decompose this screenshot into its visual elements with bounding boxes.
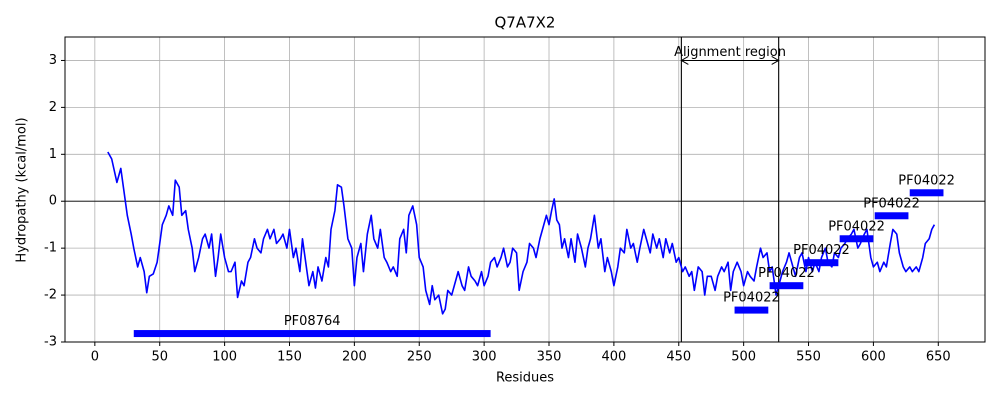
y-tick-label: -1 bbox=[44, 241, 57, 256]
x-tick-label: 50 bbox=[151, 350, 168, 365]
x-tick-label: 600 bbox=[861, 350, 886, 365]
y-tick-label: 1 bbox=[49, 147, 57, 162]
hydropathy-line bbox=[107, 151, 936, 315]
domain-label: PF04022 bbox=[723, 291, 780, 306]
domain-bar bbox=[769, 282, 804, 290]
y-axis-label: Hydropathy (kcal/mol) bbox=[15, 117, 30, 262]
domain-label: PF04022 bbox=[793, 243, 850, 258]
domain-bar bbox=[133, 330, 491, 338]
x-tick-label: 250 bbox=[407, 350, 432, 365]
domain-label: PF04022 bbox=[758, 266, 815, 281]
domain-bar bbox=[839, 235, 874, 243]
x-tick-label: 500 bbox=[731, 350, 756, 365]
y-tick-label: 0 bbox=[49, 194, 57, 209]
domain-label: PF04022 bbox=[828, 219, 885, 234]
domain-bar bbox=[804, 259, 839, 267]
x-tick-label: 350 bbox=[537, 350, 562, 365]
annotation-text: Alignment region bbox=[674, 45, 786, 60]
x-tick-label: 400 bbox=[601, 350, 626, 365]
y-tick-label: 3 bbox=[49, 53, 57, 68]
plot-frame bbox=[64, 36, 986, 343]
domain-label: PF04022 bbox=[898, 173, 955, 188]
x-tick-label: 150 bbox=[277, 350, 302, 365]
arrow-head bbox=[680, 56, 689, 65]
domain-label: PF04022 bbox=[863, 196, 920, 211]
x-tick-label: 300 bbox=[472, 350, 497, 365]
y-tick-label: -2 bbox=[44, 288, 57, 303]
domain-bar bbox=[909, 189, 944, 197]
domain-bar bbox=[734, 306, 769, 314]
chart-title: Q7A7X2 bbox=[495, 14, 556, 32]
y-tick-label: 2 bbox=[49, 100, 57, 115]
y-tick-label: -3 bbox=[44, 335, 57, 350]
x-tick-label: 450 bbox=[666, 350, 691, 365]
x-tick-label: 200 bbox=[342, 350, 367, 365]
x-tick-label: 100 bbox=[212, 350, 237, 365]
x-axis-label: Residues bbox=[496, 371, 554, 386]
domain-label: PF08764 bbox=[284, 314, 341, 329]
domain-bar bbox=[874, 212, 909, 220]
x-tick-label: 550 bbox=[796, 350, 821, 365]
arrow-head bbox=[771, 56, 780, 65]
x-tick-label: 650 bbox=[926, 350, 951, 365]
x-tick-label: 0 bbox=[91, 350, 99, 365]
